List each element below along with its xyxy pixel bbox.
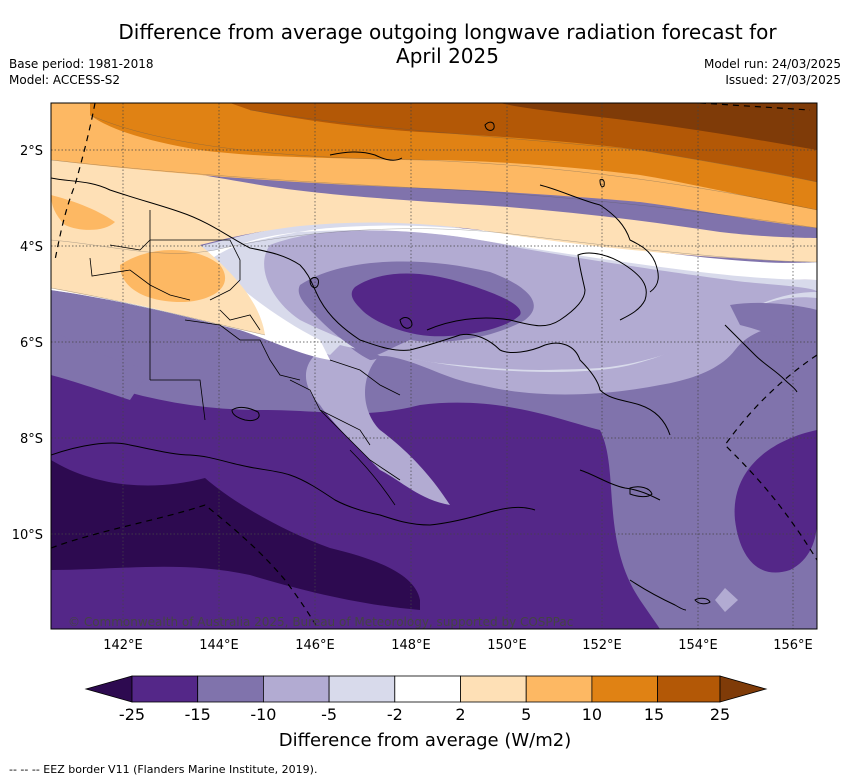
lat-label: 10°S <box>12 528 43 543</box>
colorbar-min-extension <box>84 675 133 703</box>
colorbar-tick: -2 <box>386 705 403 724</box>
anomaly-fill-minus15-east <box>734 430 817 573</box>
anomaly-fill-plus25 <box>500 103 817 150</box>
meta-left: Base period: 1981-2018 Model: ACCESS-S2 <box>9 56 154 88</box>
anomaly-fill-minus15-core-2 <box>351 273 521 337</box>
lon-label: 146°E <box>295 638 335 653</box>
title-line-2: April 2025 <box>396 44 499 68</box>
lon-label: 142°E <box>103 638 143 653</box>
colorbar-segment <box>131 675 199 703</box>
lat-label: 4°S <box>20 240 43 255</box>
colorbar-segment <box>657 675 721 703</box>
lat-label: 6°S <box>20 336 43 351</box>
eez-borders <box>51 103 817 629</box>
colorbar-tick: -25 <box>118 705 146 724</box>
lon-label: 148°E <box>391 638 431 653</box>
coastlines <box>51 121 798 611</box>
anomaly-fill-plus2 <box>51 150 817 335</box>
colorbar-tick: -10 <box>250 705 277 724</box>
colorbar-tick: 15 <box>643 705 665 724</box>
colorbar-ticks: -25 -15 -10 -5 -2 2 5 10 15 25 <box>0 705 850 725</box>
lon-label: 154°E <box>678 638 718 653</box>
base-period: Base period: 1981-2018 <box>9 57 154 71</box>
chart-title: Difference from average outgoing longwav… <box>0 20 850 68</box>
map-panel: © Commonwealth of Australia 2025, Bureau… <box>51 103 817 629</box>
colorbar-max-extension <box>719 675 768 703</box>
lon-label: 150°E <box>487 638 527 653</box>
lat-labels: 2°S 4°S 6°S 8°S 10°S <box>12 144 43 543</box>
model-run: Model run: 24/03/2025 <box>703 57 841 71</box>
eez-legend: -- -- -- EEZ border V11 (Flanders Marine… <box>9 763 318 776</box>
colorbar-segment <box>525 675 593 703</box>
anomaly-fill-plus5-interior <box>120 250 226 303</box>
lon-label: 152°E <box>582 638 622 653</box>
anomaly-fill-minus10-ne <box>730 302 817 355</box>
colorbar-tick: 5 <box>521 705 532 724</box>
copyright-text: © Commonwealth of Australia 2025, Bureau… <box>68 615 573 629</box>
anomaly-fill-minus15-b <box>600 430 660 629</box>
colorbar-segment <box>328 675 396 703</box>
anomaly-fill-minus10-west <box>51 330 150 400</box>
colorbar-tick: 2 <box>455 705 466 724</box>
anomaly-fill-plus5-west <box>51 195 115 230</box>
anomaly-fill-minus25 <box>51 460 420 610</box>
model-name: Model: ACCESS-S2 <box>9 73 121 87</box>
meta-right: Model run: 24/03/2025 Issued: 27/03/2025 <box>704 56 841 88</box>
colorbar-tick: 25 <box>709 705 731 724</box>
colorbar-tick: 10 <box>581 705 603 724</box>
colorbar-segment <box>394 675 461 703</box>
lon-label: 156°E <box>773 638 813 653</box>
title-line-1: Difference from average outgoing longwav… <box>118 20 777 44</box>
lon-labels: 142°E 144°E 146°E 148°E 150°E 152°E 154°… <box>103 638 813 653</box>
colorbar-tick: -15 <box>184 705 211 724</box>
lon-label: 144°E <box>199 638 239 653</box>
contour-lines <box>51 109 817 336</box>
map-frame <box>50 102 818 630</box>
colorbar-segment <box>591 675 659 703</box>
lat-label: 8°S <box>20 432 43 447</box>
anomaly-fill-minus5-small <box>715 588 738 612</box>
lat-label: 2°S <box>20 144 43 159</box>
province-borders <box>89 210 401 506</box>
colorbar-label: Difference from average (W/m2) <box>278 730 572 751</box>
colorbar-tick: -5 <box>321 705 338 724</box>
graticule <box>51 103 817 629</box>
colorbar-segment <box>460 675 527 703</box>
colorbar-segment <box>197 675 264 703</box>
colorbar <box>84 675 768 703</box>
colorbar-segment <box>262 675 330 703</box>
issued-date: Issued: 27/03/2025 <box>725 73 841 87</box>
